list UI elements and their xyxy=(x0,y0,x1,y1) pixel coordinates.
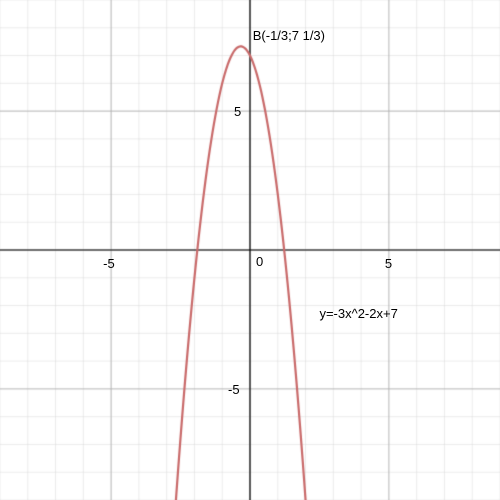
x-tick-neg5: -5 xyxy=(103,256,115,271)
x-tick-pos5: 5 xyxy=(385,256,392,271)
equation-label: y=-3x^2-2x+7 xyxy=(319,306,397,321)
vertex-label: B(-1/3;7 1/3) xyxy=(253,28,325,43)
parabola-chart xyxy=(0,0,500,500)
y-tick-pos5: 5 xyxy=(234,104,241,119)
y-tick-neg5: -5 xyxy=(228,382,240,397)
origin-label: 0 xyxy=(256,254,263,269)
